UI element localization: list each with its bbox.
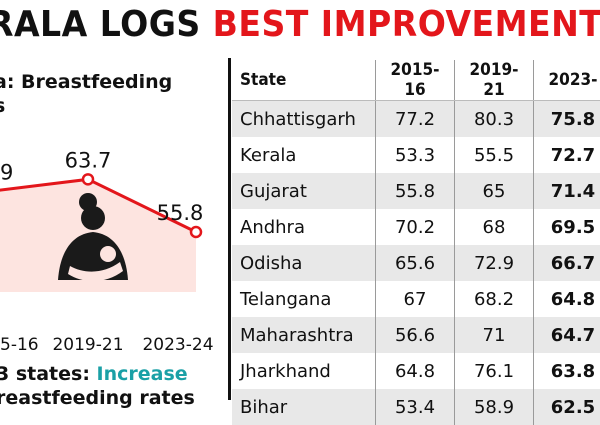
value-2023-24: 62.5 (534, 389, 600, 425)
value-2023-24: 66.7 (534, 245, 600, 281)
value-2015-16: 64.8 (376, 353, 455, 389)
table-header-row: State 2015-16 2019-21 2023- (232, 60, 600, 101)
value-2019-21: 80.3 (455, 101, 534, 138)
value-2019-21: 55.5 (455, 137, 534, 173)
header-2019-21: 2019-21 (455, 60, 534, 101)
value-2023-24: 63.8 (534, 353, 600, 389)
value-2019-21: 65 (455, 173, 534, 209)
value-2015-16: 65.6 (376, 245, 455, 281)
state-cell: Telangana (232, 281, 376, 317)
left-title-line2: s (0, 94, 230, 118)
value-2015-16: 53.4 (376, 389, 455, 425)
headline-part-red: BEST IMPROVEMENT (213, 4, 600, 45)
value-2023-24: 64.8 (534, 281, 600, 317)
note-highlight: Increase (97, 363, 188, 385)
x-tick-label: 5-16 (0, 335, 39, 354)
headline: RALA LOGS BEST IMPROVEMENT (0, 0, 600, 56)
value-2023-24: 75.8 (534, 101, 600, 138)
left-panel-note: 3 states: Increase reastfeeding rates (0, 362, 195, 410)
value-2019-21: 58.9 (455, 389, 534, 425)
value-2015-16: 53.3 (376, 137, 455, 173)
value-2015-16: 55.8 (376, 173, 455, 209)
note-prefix: 3 states: (0, 363, 97, 385)
state-table: State 2015-16 2019-21 2023- Chhattisgarh… (232, 60, 600, 425)
data-label: 9 (0, 160, 13, 184)
x-tick-label: 2019-21 (52, 335, 123, 354)
x-tick-label: 2023-24 (142, 335, 213, 354)
data-point (83, 174, 93, 184)
header-state: State (232, 60, 376, 101)
value-2015-16: 77.2 (376, 101, 455, 138)
left-panel-title: a: Breastfeeding s (0, 70, 230, 118)
value-2015-16: 67 (376, 281, 455, 317)
state-cell: Andhra (232, 209, 376, 245)
state-cell: Odisha (232, 245, 376, 281)
state-cell: Chhattisgarh (232, 101, 376, 138)
state-cell: Maharashtra (232, 317, 376, 353)
left-panel: a: Breastfeeding s 95-1663.72019-2155.82… (0, 62, 226, 400)
value-2019-21: 68 (455, 209, 534, 245)
header-2015-16: 2015-16 (376, 60, 455, 101)
value-2023-24: 71.4 (534, 173, 600, 209)
headline-text: RALA LOGS BEST IMPROVEMENT (0, 4, 600, 45)
data-point (191, 227, 201, 237)
header-2023-24: 2023- (534, 60, 600, 101)
value-2023-24: 69.5 (534, 209, 600, 245)
value-2023-24: 64.7 (534, 317, 600, 353)
value-2019-21: 76.1 (455, 353, 534, 389)
value-2015-16: 56.6 (376, 317, 455, 353)
value-2015-16: 70.2 (376, 209, 455, 245)
state-cell: Bihar (232, 389, 376, 425)
state-cell: Gujarat (232, 173, 376, 209)
value-2023-24: 72.7 (534, 137, 600, 173)
state-cell: Kerala (232, 137, 376, 173)
state-cell: Jharkhand (232, 353, 376, 389)
value-2019-21: 68.2 (455, 281, 534, 317)
headline-part-black: RALA LOGS (0, 4, 213, 45)
data-label: 55.8 (157, 201, 204, 225)
breastfeeding-line-chart: 9 5-16 63.7 2019-21 55.8 2023-24 (0, 124, 226, 354)
value-2019-21: 71 (455, 317, 534, 353)
left-title-line1: a: Breastfeeding (0, 70, 230, 94)
note-line2: reastfeeding rates (0, 386, 195, 410)
data-label: 63.7 (65, 148, 112, 172)
value-2019-21: 72.9 (455, 245, 534, 281)
divider (228, 58, 231, 400)
